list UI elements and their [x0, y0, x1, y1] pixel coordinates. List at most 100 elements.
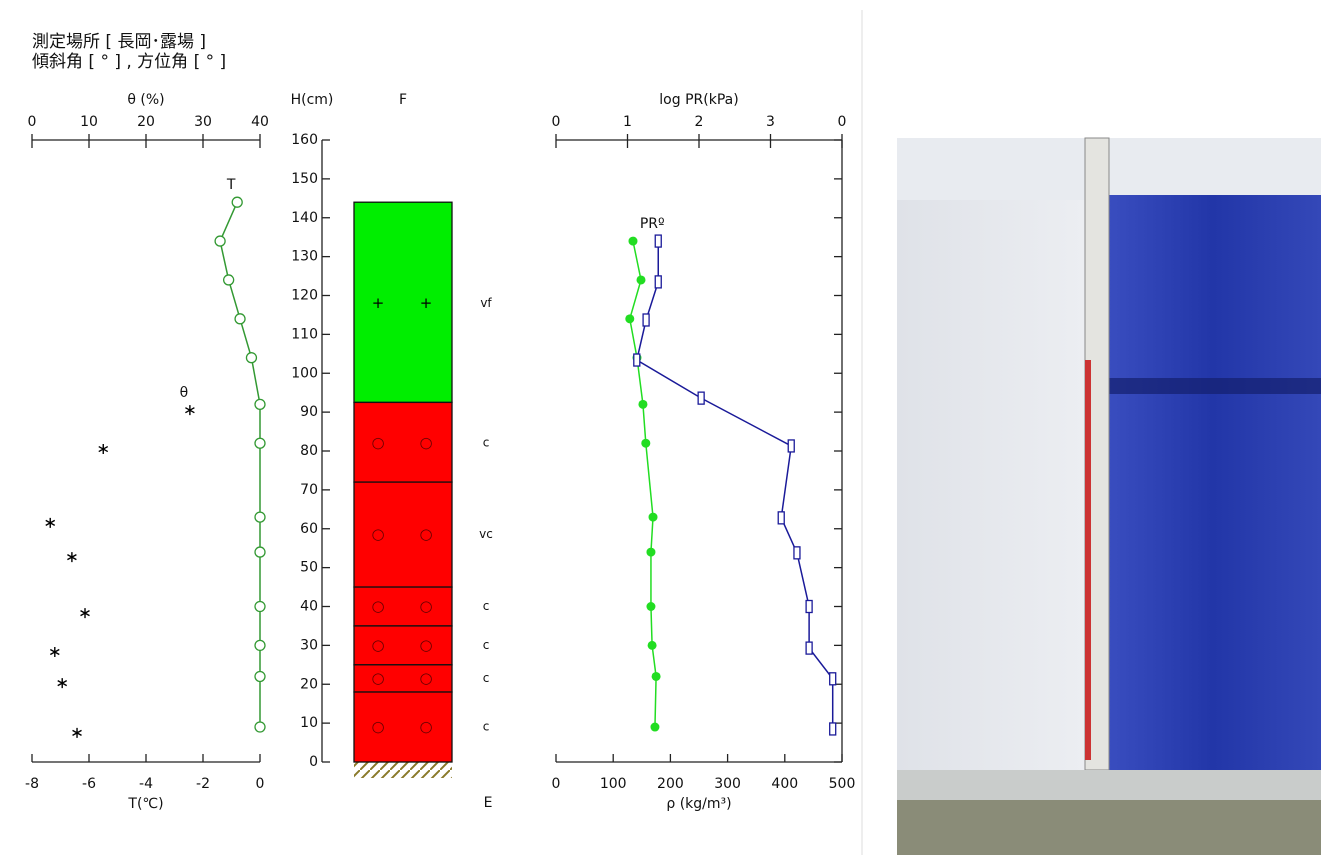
series-line	[629, 240, 657, 728]
x-tick-label: 400	[771, 776, 798, 792]
point	[650, 722, 660, 732]
y-tick-label: 90	[300, 404, 318, 420]
point	[793, 546, 801, 560]
x-axis-label: T(℃)	[127, 796, 163, 812]
point	[254, 600, 266, 613]
point	[231, 196, 243, 208]
grain-shape: ○	[371, 718, 384, 736]
point	[646, 602, 656, 611]
point	[641, 438, 651, 448]
y-tick-label: 80	[300, 443, 318, 459]
grain-shape: ○	[371, 636, 384, 654]
series-name: PRº	[640, 216, 665, 232]
grain-shape: ○	[419, 636, 432, 654]
point	[254, 437, 266, 449]
grain-size: c	[483, 720, 490, 734]
y-tick-label: 140	[291, 210, 318, 226]
grain-size: vf	[480, 296, 492, 310]
grain-size: c	[483, 671, 490, 685]
point	[777, 511, 785, 525]
title: 測定場所 [ 長岡･露場 ]	[32, 32, 206, 52]
x2-tick-label: 0	[552, 114, 561, 130]
layer	[353, 401, 453, 483]
y-tick-label: 100	[291, 365, 318, 381]
x-tick-label: 500	[829, 776, 856, 792]
layer	[353, 691, 453, 763]
point	[642, 313, 650, 327]
point	[254, 721, 266, 733]
grain-shape: ○	[419, 597, 432, 615]
grain-shape: +	[372, 294, 385, 312]
grain-shape: ○	[419, 669, 432, 687]
point	[651, 671, 661, 681]
column-header: F	[399, 92, 407, 108]
point	[222, 274, 235, 286]
point	[80, 608, 90, 619]
series-name: T	[226, 177, 236, 193]
x-tick-label: -4	[139, 776, 153, 792]
point	[633, 353, 641, 367]
point	[214, 235, 226, 247]
y-tick-label: 30	[300, 637, 318, 653]
ground-hatch	[354, 762, 452, 778]
x2-tick-label: 1	[623, 114, 632, 130]
point	[49, 646, 60, 657]
grain-size: vc	[479, 527, 493, 541]
x-tick-label: 0	[552, 776, 561, 792]
point	[648, 512, 658, 522]
point	[625, 314, 635, 324]
x2-tick-label: 10	[80, 114, 98, 130]
x-tick-label: 200	[657, 776, 684, 792]
x2-tick-label: 2	[695, 114, 704, 130]
x-tick-label: 300	[714, 776, 741, 792]
point	[647, 640, 657, 650]
x-tick-label: 100	[600, 776, 627, 792]
point	[636, 275, 646, 285]
y-tick-label: 0	[309, 754, 318, 770]
point	[638, 399, 648, 409]
grain-size: c	[483, 436, 490, 450]
x2-axis-label: log PR(kPa)	[659, 92, 738, 108]
x2-tick-label: 0	[838, 114, 847, 130]
layer	[353, 201, 453, 404]
y-tick-label: 130	[291, 249, 318, 265]
layer	[353, 481, 453, 588]
point	[254, 546, 266, 558]
grain-shape: +	[420, 294, 433, 312]
point	[654, 234, 662, 248]
grain-shape: ○	[419, 434, 432, 452]
x-tick-label: 0	[256, 776, 265, 792]
point	[254, 511, 266, 523]
x2-tick-label: 0	[28, 114, 37, 130]
y-axis-label: H(cm)	[291, 92, 334, 108]
x2-tick-label: 20	[137, 114, 155, 130]
point	[67, 552, 77, 563]
y-tick-label: 70	[300, 482, 318, 498]
point	[57, 678, 68, 689]
x-tick-label: -8	[25, 776, 39, 792]
point	[72, 727, 82, 738]
x2-tick-label: 30	[194, 114, 212, 130]
y-tick-label: 20	[300, 676, 318, 692]
y-tick-label: 10	[300, 715, 318, 731]
x2-tick-label: 3	[766, 114, 775, 130]
x-axis-label: ρ (kg/m³)	[666, 796, 731, 812]
grain-shape: ○	[371, 597, 384, 615]
y-tick-label: 120	[291, 288, 318, 304]
point	[829, 672, 837, 686]
grain-shape: ○	[371, 669, 384, 687]
point	[234, 313, 246, 325]
x-tick-label: -6	[82, 776, 96, 792]
point	[245, 352, 258, 364]
series-name: θ	[180, 385, 189, 401]
y-tick-label: 160	[291, 132, 318, 148]
point	[805, 641, 813, 655]
grain-size: c	[483, 599, 490, 613]
y-tick-label: 110	[291, 326, 318, 342]
x-tick-label: -2	[196, 776, 210, 792]
point	[805, 599, 813, 614]
y-tick-label: 50	[300, 560, 318, 576]
layer	[353, 625, 453, 666]
grain-shape: ○	[371, 434, 384, 452]
